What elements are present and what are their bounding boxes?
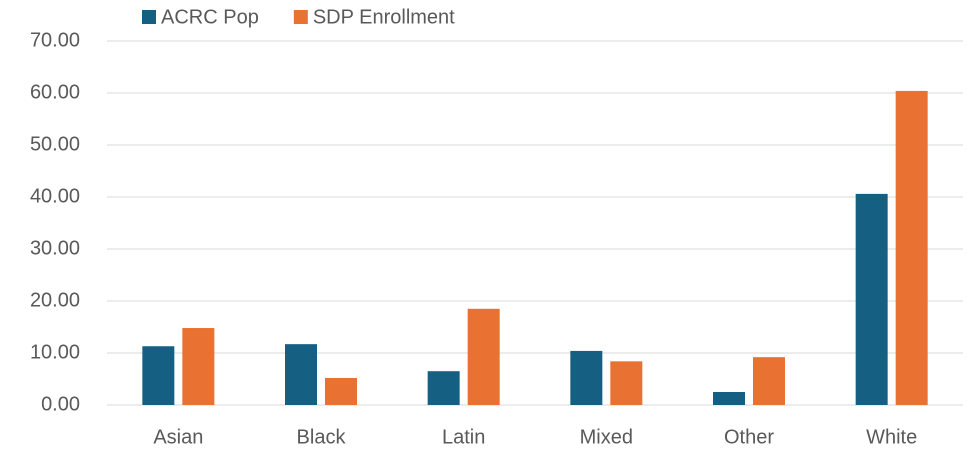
x-tick-label: White <box>866 426 917 448</box>
bar <box>325 377 357 405</box>
legend-label: SDP Enrollment <box>313 6 455 28</box>
y-tick-label: 0.00 <box>41 393 80 415</box>
bar <box>427 371 460 405</box>
legend-swatch <box>293 10 308 24</box>
bar <box>570 350 603 405</box>
bar <box>855 193 888 405</box>
x-tick-label: Other <box>724 426 774 448</box>
legend-label: ACRC Pop <box>161 6 259 28</box>
legend-swatch <box>142 10 156 24</box>
x-tick-label: Black <box>297 426 347 448</box>
bar <box>610 361 643 405</box>
y-tick-label: 60.00 <box>30 81 80 103</box>
y-tick-label: 50.00 <box>30 133 80 155</box>
x-tick-label: Asian <box>153 426 203 448</box>
bar <box>713 392 745 405</box>
bar <box>142 346 175 405</box>
y-tick-label: 20.00 <box>30 289 80 311</box>
bar <box>753 357 785 405</box>
y-tick-label: 30.00 <box>30 237 80 259</box>
bar <box>182 328 215 405</box>
bar <box>285 344 317 405</box>
x-tick-label: Latin <box>442 426 485 448</box>
bar <box>895 90 928 406</box>
y-tick-label: 70.00 <box>30 29 80 51</box>
y-tick-label: 10.00 <box>30 341 80 363</box>
x-tick-label: Mixed <box>580 426 633 448</box>
y-tick-label: 40.00 <box>30 185 80 207</box>
bar <box>467 308 500 405</box>
